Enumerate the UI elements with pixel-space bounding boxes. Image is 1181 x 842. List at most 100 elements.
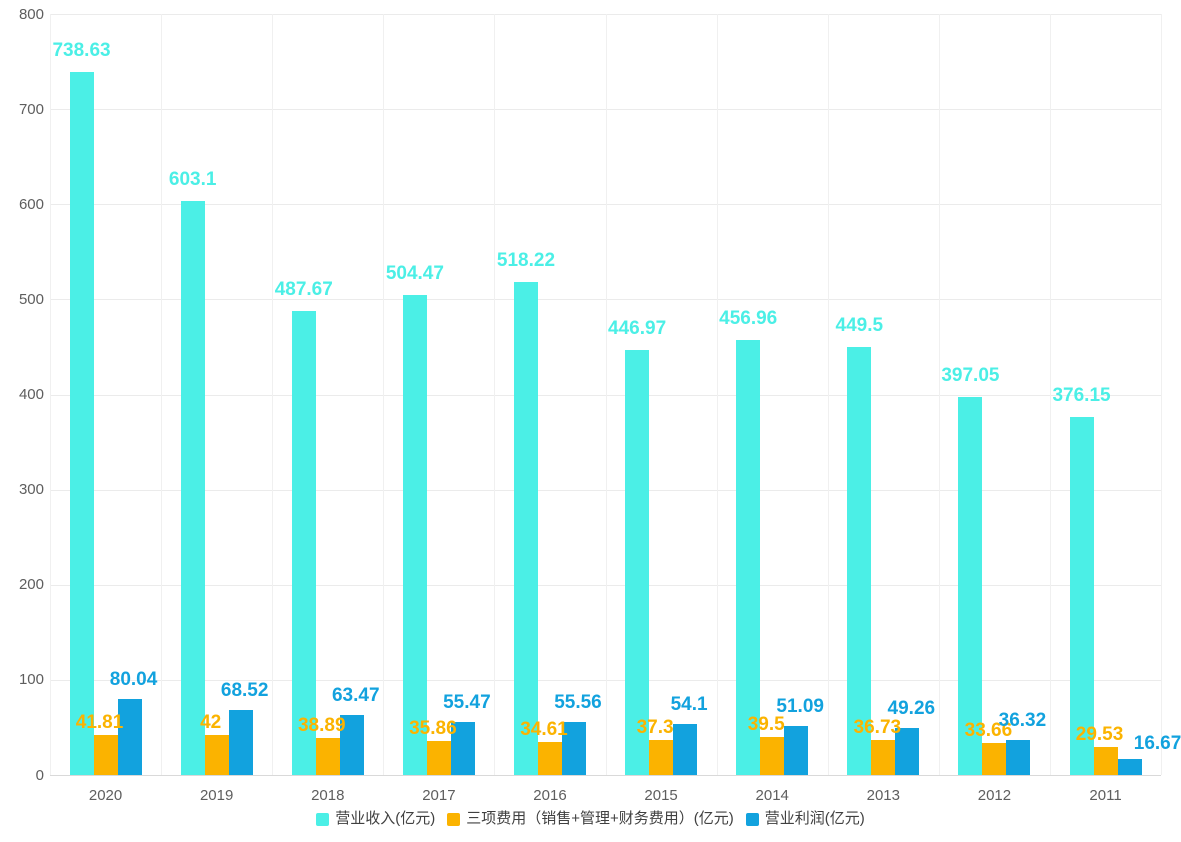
x-axis-label-2013: 2013 [866, 787, 900, 804]
legend-swatch-icon [745, 812, 759, 826]
bar-2018-s1 [315, 738, 340, 775]
v-gridline [161, 14, 163, 775]
value-label: 54.1 [670, 693, 708, 715]
v-gridline [494, 14, 496, 775]
bar-2013-s2 [895, 728, 920, 775]
bar-2020-s2 [117, 698, 142, 775]
bar-2013-s1 [871, 740, 896, 775]
x-axis-label-2017: 2017 [422, 787, 456, 804]
bar-2018-s0 [291, 311, 316, 775]
v-gridline [938, 14, 940, 775]
value-label: 33.66 [964, 719, 1013, 741]
v-gridline [50, 14, 51, 775]
bar-2020-s1 [93, 735, 118, 775]
y-axis-tick-label: 200 [18, 576, 44, 594]
bar-2019-s2 [228, 709, 253, 775]
value-label: 36.32 [998, 710, 1047, 732]
bar-2012-s1 [982, 742, 1007, 775]
value-label: 518.22 [496, 250, 556, 272]
value-label: 376.15 [1052, 385, 1111, 407]
legend-label: 三项费用（销售+管理+财务费用）(亿元) [466, 810, 734, 827]
x-axis-label-2019: 2019 [199, 787, 234, 804]
bar-2019-s1 [204, 735, 229, 775]
value-label: 36.73 [853, 717, 902, 739]
x-axis-label-2012: 2012 [977, 787, 1012, 804]
bar-2015-s0 [625, 349, 650, 775]
value-label: 38.89 [297, 715, 346, 736]
bar-2015-s2 [673, 723, 698, 775]
v-gridline [272, 14, 274, 775]
y-axis-tick-label: 500 [18, 290, 44, 308]
legend: 营业收入(亿元) 三项费用（销售+管理+财务费用）(亿元) 营业利润(亿元) [0, 810, 1181, 828]
bar-2019-s0 [180, 201, 205, 775]
value-label: 738.63 [52, 40, 111, 62]
value-label: 35.86 [409, 717, 457, 739]
value-label: 55.56 [554, 692, 602, 714]
legend-item-1[interactable]: 三项费用（销售+管理+财务费用）(亿元) [447, 810, 734, 828]
bar-2014-s0 [736, 340, 761, 775]
value-label: 397.05 [941, 365, 1000, 387]
bar-2012-s0 [958, 397, 983, 775]
v-gridline [716, 14, 718, 775]
bar-2012-s2 [1006, 740, 1031, 775]
value-label: 603.1 [168, 169, 217, 191]
bar-2011-s1 [1093, 746, 1118, 775]
value-label: 42 [200, 712, 222, 734]
y-axis-tick-label: 400 [18, 386, 44, 403]
legend-swatch-icon [316, 812, 330, 826]
x-axis-label-2016: 2016 [533, 787, 567, 804]
y-axis-tick-label: 300 [18, 481, 44, 499]
x-axis-label-2011: 2011 [1089, 787, 1122, 804]
x-axis-label-2015: 2015 [644, 787, 678, 804]
bar-2020-s0 [69, 72, 94, 775]
x-axis-line [50, 775, 1162, 776]
v-gridline [383, 14, 385, 775]
v-gridline [827, 14, 829, 775]
bar-2014-s1 [760, 737, 785, 775]
value-label: 63.47 [331, 684, 380, 706]
bar-2013-s0 [847, 347, 872, 775]
value-label: 456.96 [719, 308, 778, 330]
value-label: 34.61 [520, 719, 568, 741]
value-label: 37.3 [636, 716, 674, 738]
value-label: 80.04 [109, 668, 158, 690]
value-label: 504.47 [385, 263, 444, 285]
bar-2016-s2 [561, 722, 586, 775]
legend-label: 营业收入(亿元) [335, 810, 436, 827]
value-label: 41.81 [75, 712, 124, 734]
value-label: 55.47 [443, 692, 491, 714]
v-gridline [605, 14, 607, 775]
bar-2018-s2 [339, 714, 364, 775]
value-label: 446.97 [608, 317, 667, 339]
value-label: 449.5 [835, 315, 884, 337]
y-axis-tick-label: 100 [18, 671, 44, 689]
v-gridline [1049, 14, 1051, 775]
bar-2016-s1 [537, 742, 562, 775]
bar-2017-s0 [402, 295, 427, 775]
v-gridline [1161, 14, 1163, 775]
y-axis-tick-label: 700 [18, 100, 44, 118]
value-label: 49.26 [887, 698, 936, 720]
value-label: 68.52 [220, 679, 269, 701]
legend-item-0[interactable]: 营业收入(亿元) [316, 810, 435, 828]
bar-2017-s1 [426, 740, 451, 775]
bar-2014-s2 [784, 726, 809, 775]
x-axis-label-2018: 2018 [311, 787, 345, 804]
y-axis-tick-label: 0 [35, 766, 44, 784]
bar-2016-s0 [513, 282, 538, 775]
bar-2011-s2 [1117, 759, 1142, 775]
y-axis-tick-label: 800 [18, 5, 44, 23]
y-axis-tick-label: 600 [18, 195, 44, 213]
value-label: 487.67 [274, 279, 333, 301]
bar-2011-s0 [1069, 417, 1094, 775]
legend-label: 营业利润(亿元) [764, 810, 865, 827]
value-label: 16.67 [1133, 733, 1181, 755]
legend-item-2[interactable]: 营业利润(亿元) [745, 810, 865, 828]
legend-swatch-icon [447, 812, 461, 826]
value-label: 29.53 [1075, 723, 1124, 745]
bar-2015-s1 [649, 739, 674, 775]
bar-2017-s2 [450, 722, 475, 775]
value-label: 51.09 [776, 696, 824, 718]
x-axis-label-2014: 2014 [755, 787, 789, 804]
